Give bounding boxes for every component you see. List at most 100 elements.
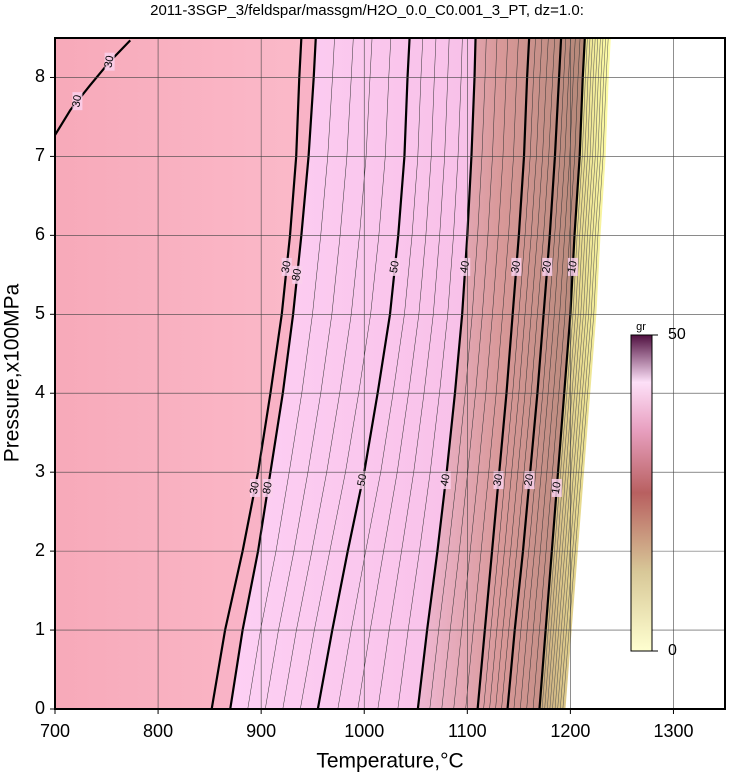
contour-line <box>316 38 411 709</box>
contour-label-bg <box>281 257 292 276</box>
minor-contour <box>552 38 599 709</box>
contour-label-bg <box>460 257 471 276</box>
minor-contour <box>544 38 591 709</box>
contour-label: 80 <box>261 481 275 495</box>
contour-label: 10 <box>550 481 564 495</box>
y-tick-label: 8 <box>35 66 45 86</box>
contour-label: 40 <box>439 473 453 487</box>
contour-label-bg <box>524 471 535 490</box>
minor-contour <box>489 38 543 709</box>
contour-label: 20 <box>522 473 536 487</box>
contour-line <box>229 38 317 709</box>
contour-line <box>416 38 477 709</box>
contour-line <box>210 38 303 709</box>
y-tick-label: 4 <box>35 382 45 402</box>
y-tick-label: 7 <box>35 145 45 165</box>
minor-contour <box>549 38 596 709</box>
contour-label-bg <box>511 257 522 276</box>
x-tick-label: 800 <box>143 721 173 741</box>
contour-label-bg <box>104 52 115 71</box>
contour-label: 50 <box>388 260 402 274</box>
contour-label: 30 <box>70 94 84 108</box>
x-tick-label: 1200 <box>550 721 590 741</box>
y-axis-label: Pressure,x100MPa <box>1 283 24 462</box>
colorbar-label: gr <box>636 321 646 333</box>
contour-label-bg <box>357 471 368 490</box>
minor-contour <box>483 38 536 709</box>
contour-line <box>476 38 531 709</box>
contour-line <box>506 38 563 709</box>
minor-contour <box>495 38 549 709</box>
colorbar <box>630 334 653 652</box>
y-tick-label: 5 <box>35 303 45 323</box>
contour-label: 40 <box>458 260 472 274</box>
contour-label: 20 <box>540 260 554 274</box>
minor-contour <box>453 38 508 709</box>
minor-contour <box>541 38 588 709</box>
minor-contour <box>337 38 424 709</box>
minor-contour <box>377 38 450 709</box>
y-tick-label: 6 <box>35 224 45 244</box>
minor-contour <box>247 38 335 709</box>
minor-contour <box>282 38 373 709</box>
contour-label: 10 <box>566 260 580 274</box>
minor-contour <box>560 38 606 709</box>
contour-label: 30 <box>248 481 262 495</box>
contour-fill <box>539 38 611 709</box>
minor-contour <box>526 38 576 709</box>
minor-contour <box>357 38 437 709</box>
minor-contour <box>513 38 567 709</box>
contour-label: 30 <box>491 473 505 487</box>
contour-line <box>55 39 132 136</box>
contour-label-bg <box>262 478 273 497</box>
chart-title: 2011-3SGP_3/feldspar/massgm/H2O_0.0_C0.0… <box>150 2 584 19</box>
contour-label: 30 <box>280 260 294 274</box>
x-tick-label: 1000 <box>344 721 384 741</box>
minor-contour <box>465 38 519 709</box>
contour-label: 50 <box>356 473 370 487</box>
y-tick-label: 1 <box>35 619 45 639</box>
minor-contour <box>397 38 463 709</box>
minor-contour <box>547 38 593 709</box>
contour-label-bg <box>567 257 578 276</box>
contour-label-bg <box>72 92 83 111</box>
y-tick-label: 0 <box>35 698 45 718</box>
plot-frame <box>54 37 726 710</box>
y-tick-label: 3 <box>35 461 45 481</box>
contour-fill <box>55 38 302 709</box>
minor-contour <box>532 38 581 709</box>
contour-label-bg <box>493 471 504 490</box>
minor-contour <box>501 38 555 709</box>
colorbar-tick-label: 0 <box>668 642 677 659</box>
minor-contour <box>441 38 498 709</box>
contour-label-bg <box>542 257 553 276</box>
contour-label-bg <box>551 478 562 497</box>
contour-line <box>538 38 586 709</box>
x-tick-label: 900 <box>246 721 276 741</box>
minor-contour <box>520 38 571 709</box>
x-tick-label: 1100 <box>448 721 487 741</box>
contour-fill <box>417 38 585 709</box>
contour-label-bg <box>292 265 303 284</box>
contour-label-bg <box>249 478 260 497</box>
minor-contour <box>300 38 392 709</box>
x-tick-label: 1300 <box>653 721 693 741</box>
minor-contour <box>429 38 487 709</box>
contour-label-bg <box>389 257 400 276</box>
minor-contour <box>554 38 601 709</box>
minor-contour <box>265 38 354 709</box>
x-axis-label: Temperature,°C <box>316 750 463 773</box>
colorbar-tick-label: 50 <box>668 326 686 343</box>
y-tick-label: 2 <box>35 540 45 560</box>
contour-label-bg <box>440 471 451 490</box>
contour-label: 30 <box>103 55 117 69</box>
contour-label: 30 <box>509 260 523 274</box>
contour-label: 80 <box>290 268 304 282</box>
contour-fill <box>211 38 316 709</box>
x-tick-label: 700 <box>40 721 70 741</box>
minor-contour <box>562 38 609 709</box>
minor-contour <box>557 38 604 709</box>
